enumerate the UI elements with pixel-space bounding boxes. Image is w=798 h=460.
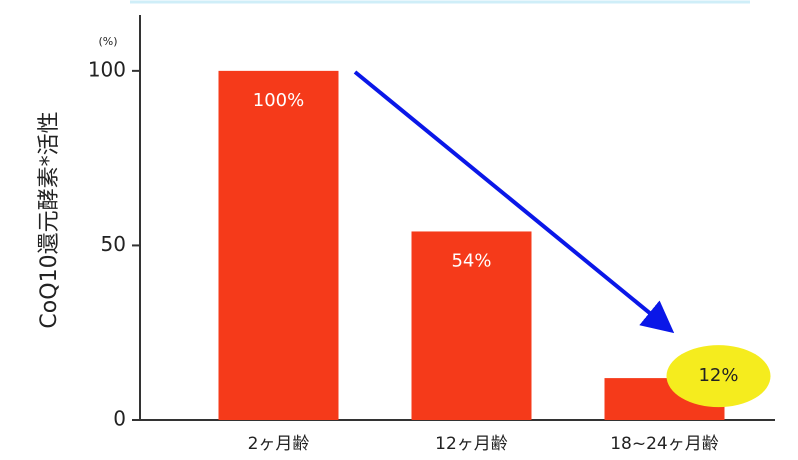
plot: 0 50 100 2ヶ月齢 100% 12ヶ月齢 54% 18~24ヶ月齢 12% [88,15,775,454]
bar [411,231,532,420]
highlight [666,345,771,408]
y-axis-label: CoQ10還元酵素*活性 [37,111,62,328]
value-label: 54% [451,250,491,271]
x-tick-label: 18~24ヶ月齢 [610,434,719,454]
y-unit: (%) [98,35,117,48]
value-label: 12% [698,365,738,386]
y-tick-label: 50 [101,232,126,256]
trend-arrow [353,70,675,334]
x-tick-label: 12ヶ月齢 [435,434,508,454]
bar [218,70,339,421]
y-tick-label: 0 [113,407,126,431]
x-tick-label: 2ヶ月齢 [248,434,310,454]
value-label: 100% [253,90,304,111]
y-tick-label: 100 [88,57,126,81]
